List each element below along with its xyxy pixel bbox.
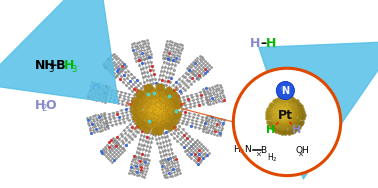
Text: OH: OH bbox=[295, 146, 309, 155]
Text: H$_2$: H$_2$ bbox=[267, 152, 278, 164]
Text: H: H bbox=[292, 125, 302, 135]
Circle shape bbox=[276, 105, 295, 125]
Text: e: e bbox=[172, 125, 176, 130]
Circle shape bbox=[276, 81, 294, 100]
Text: e: e bbox=[135, 125, 139, 130]
Text: H: H bbox=[266, 125, 275, 135]
Text: H: H bbox=[266, 37, 277, 50]
Text: H: H bbox=[64, 59, 74, 72]
Circle shape bbox=[146, 99, 166, 119]
Text: –: – bbox=[260, 37, 266, 50]
Text: 3: 3 bbox=[48, 64, 54, 74]
Text: H$_3$N: H$_3$N bbox=[233, 144, 253, 156]
Text: e: e bbox=[135, 88, 139, 92]
Ellipse shape bbox=[277, 107, 291, 121]
Text: -B: -B bbox=[52, 59, 66, 72]
Text: NH: NH bbox=[35, 59, 56, 72]
Ellipse shape bbox=[274, 104, 293, 123]
Circle shape bbox=[233, 68, 341, 176]
Text: O: O bbox=[46, 99, 56, 112]
Text: N: N bbox=[281, 86, 290, 96]
Text: 3: 3 bbox=[71, 64, 77, 74]
Text: e: e bbox=[180, 102, 184, 107]
Text: e: e bbox=[128, 102, 132, 107]
Text: H: H bbox=[35, 99, 45, 112]
Text: 2: 2 bbox=[42, 104, 47, 113]
Text: H: H bbox=[249, 37, 260, 50]
Text: e: e bbox=[172, 88, 176, 92]
Text: Pt: Pt bbox=[278, 109, 293, 122]
Text: B: B bbox=[260, 146, 266, 155]
Ellipse shape bbox=[279, 109, 290, 120]
